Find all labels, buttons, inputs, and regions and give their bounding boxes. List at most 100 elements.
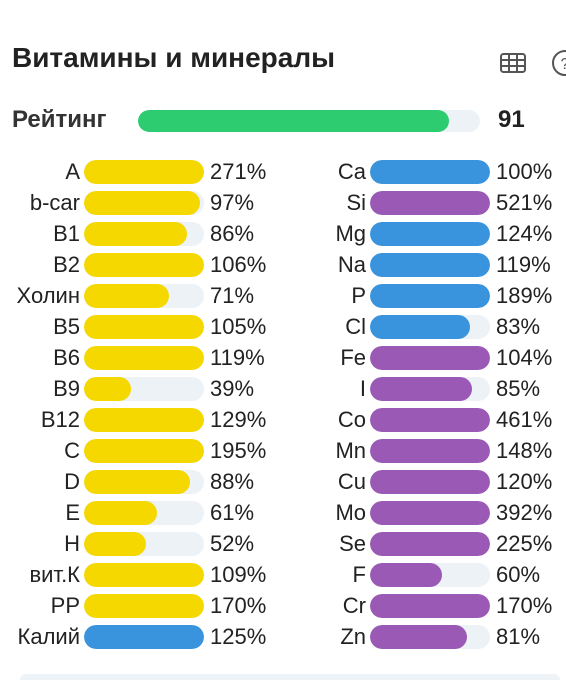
- nutrient-bar-fill: [370, 315, 470, 339]
- nutrient-bar-fill: [84, 408, 204, 432]
- nutrient-row[interactable]: B9 39%: [0, 373, 290, 404]
- nutrient-row[interactable]: B5 105%: [0, 311, 290, 342]
- nutrient-row[interactable]: Na 119%: [290, 249, 566, 280]
- help-icon[interactable]: ?: [550, 48, 566, 78]
- nutrient-row[interactable]: PP 170%: [0, 590, 290, 621]
- nutrient-row[interactable]: Cr 170%: [290, 590, 566, 621]
- nutrient-bar-fill: [370, 160, 490, 184]
- nutrient-percent: 106%: [210, 252, 267, 277]
- nutrient-row[interactable]: Se 225%: [290, 528, 566, 559]
- nutrient-row[interactable]: Fe 104%: [290, 342, 566, 373]
- nutrient-row[interactable]: Mn 148%: [290, 435, 566, 466]
- nutrient-bar-fill: [84, 346, 204, 370]
- nutrient-row[interactable]: F 60%: [290, 559, 566, 590]
- nutrient-label: Cr: [342, 593, 366, 618]
- nutrient-bar-fill: [370, 625, 468, 649]
- nutrient-label: B5: [53, 314, 80, 339]
- nutrient-bar-fill: [84, 191, 201, 215]
- nutrient-percent: 71%: [210, 283, 255, 308]
- nutrient-percent: 120%: [496, 469, 553, 494]
- nutrient-row[interactable]: B6 119%: [0, 342, 290, 373]
- nutrient-bar-track: [84, 594, 204, 618]
- rating-bar-fill: [138, 110, 450, 132]
- nutrient-row[interactable]: b-car 97%: [0, 187, 290, 218]
- nutrient-bar-track: [370, 160, 490, 184]
- nutrient-row[interactable]: A 271%: [0, 156, 290, 187]
- nutrient-row[interactable]: Cl 83%: [290, 311, 566, 342]
- nutrient-bar-track: [84, 532, 204, 556]
- nutrient-bar-track: [370, 377, 490, 401]
- nutrient-row[interactable]: Co 461%: [290, 404, 566, 435]
- nutrient-bar-track: [84, 346, 204, 370]
- nutrient-bar-track: [370, 315, 490, 339]
- nutrient-percent: 170%: [210, 593, 267, 618]
- nutrient-bar-track: [370, 470, 490, 494]
- nutrient-row[interactable]: P 189%: [290, 280, 566, 311]
- nutrient-label: Калий: [17, 624, 80, 649]
- nutrient-bar-fill: [370, 594, 490, 618]
- nutrient-percent: 119%: [210, 345, 265, 370]
- nutrient-bar-fill: [84, 284, 170, 308]
- nutrient-row[interactable]: C 195%: [0, 435, 290, 466]
- table-icon[interactable]: [498, 48, 528, 78]
- nutrient-bar-track: [370, 594, 490, 618]
- nutrient-bar-track: [84, 284, 204, 308]
- nutrient-percent: 461%: [496, 407, 553, 432]
- nutrient-label: Si: [346, 190, 366, 215]
- nutrient-bar-fill: [84, 160, 204, 184]
- nutrient-row[interactable]: E 61%: [0, 497, 290, 528]
- nutrient-bar-track: [84, 191, 204, 215]
- nutrient-bar-track: [84, 377, 204, 401]
- nutrient-row[interactable]: Cu 120%: [290, 466, 566, 497]
- nutrient-row[interactable]: вит.К 109%: [0, 559, 290, 590]
- nutrient-label: B12: [40, 407, 80, 432]
- nutrient-row[interactable]: B2 106%: [0, 249, 290, 280]
- nutrient-row[interactable]: Zn 81%: [290, 621, 566, 652]
- nutrient-bar-fill: [370, 222, 490, 246]
- nutrient-row[interactable]: B1 86%: [0, 218, 290, 249]
- nutrient-label: Se: [339, 531, 366, 556]
- nutrient-percent: 52%: [210, 531, 255, 556]
- nutrient-bar-fill: [84, 253, 204, 277]
- nutrient-percent: 124%: [496, 221, 553, 246]
- nutrient-bar-fill: [84, 625, 204, 649]
- nutrient-row[interactable]: Холин 71%: [0, 280, 290, 311]
- nutrient-percent: 39%: [210, 376, 255, 401]
- nutrient-row[interactable]: H 52%: [0, 528, 290, 559]
- nutrient-label: B2: [53, 252, 80, 277]
- nutrient-bar-track: [370, 253, 490, 277]
- rating-row: Рейтинг 91: [12, 104, 566, 140]
- nutrient-row[interactable]: Mo 392%: [290, 497, 566, 528]
- nutrient-label: A: [65, 159, 80, 184]
- nutrient-bar-track: [370, 532, 490, 556]
- nutrient-bar-track: [370, 284, 490, 308]
- nutrient-bar-track: [370, 222, 490, 246]
- rating-value: 91: [498, 106, 525, 133]
- nutrient-label: b-car: [29, 190, 80, 215]
- nutrient-bar-track: [370, 191, 490, 215]
- nutrient-row[interactable]: Mg 124%: [290, 218, 566, 249]
- nutrient-bar-track: [84, 408, 204, 432]
- nutrient-label: E: [65, 500, 80, 525]
- nutrient-row[interactable]: B12 129%: [0, 404, 290, 435]
- nutrient-bar-fill: [370, 439, 490, 463]
- nutrient-bar-fill: [370, 563, 442, 587]
- nutrient-bar-fill: [84, 563, 204, 587]
- nutrient-bar-track: [370, 346, 490, 370]
- nutrient-row[interactable]: D 88%: [0, 466, 290, 497]
- nutrient-bar-track: [84, 439, 204, 463]
- nutrient-percent: 170%: [496, 593, 553, 618]
- nutrient-row[interactable]: Si 521%: [290, 187, 566, 218]
- nutrient-row[interactable]: I 85%: [290, 373, 566, 404]
- next-card-edge: [20, 674, 560, 680]
- nutrient-row[interactable]: Калий 125%: [0, 621, 290, 652]
- nutrient-bar-fill: [84, 377, 131, 401]
- nutrient-bar-fill: [370, 532, 490, 556]
- nutrient-bar-track: [84, 253, 204, 277]
- nutrient-percent: 83%: [496, 314, 541, 339]
- nutrient-bar-fill: [84, 439, 204, 463]
- nutrient-label: Cu: [337, 469, 366, 494]
- nutrient-row[interactable]: Ca 100%: [290, 156, 566, 187]
- nutrient-bar-track: [370, 625, 490, 649]
- nutrient-bar-track: [84, 563, 204, 587]
